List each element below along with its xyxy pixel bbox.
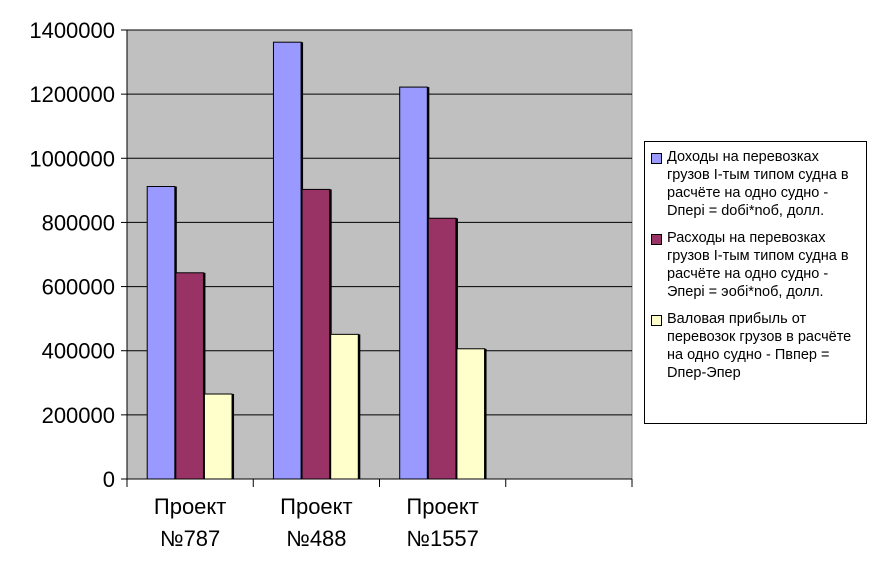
legend-swatch-revenue — [651, 153, 662, 164]
legend-label-expenses: Расходы на перевозках грузов I-тым типом… — [667, 230, 849, 300]
bar-revenue — [146, 186, 176, 480]
bar-gross-profit — [456, 348, 486, 480]
legend-swatch-expenses — [651, 234, 662, 245]
bar-expenses — [427, 217, 457, 480]
bars — [146, 41, 487, 480]
bar-revenue — [399, 86, 428, 480]
legend-swatch-gross-profit — [651, 315, 662, 326]
bar-gross-profit — [203, 393, 233, 480]
y-tick-label: 0 — [103, 467, 115, 492]
bar-gross-profit — [330, 333, 359, 480]
legend-label-revenue: Доходы на перевозках грузов I-тым типом … — [667, 149, 849, 219]
legend-item-expenses: Расходы на перевозках грузов I-тым типом… — [651, 229, 862, 301]
bar-expenses — [301, 188, 331, 480]
y-tick-label: 400000 — [42, 339, 115, 364]
legend: Доходы на перевозках грузов I-тым типом … — [644, 141, 867, 424]
legend-item-revenue: Доходы на перевозках грузов I-тым типом … — [651, 148, 862, 220]
axes — [121, 29, 633, 487]
y-tick-label: 200000 — [42, 403, 115, 428]
y-tick-label: 600000 — [42, 275, 115, 300]
y-tick-label: 1400000 — [29, 18, 115, 43]
bar-expenses — [175, 272, 204, 480]
y-tick-label: 1200000 — [29, 82, 115, 107]
x-category-labels: Проект №787 Проект №488 Проект №1557 — [154, 494, 479, 551]
legend-label-gross-profit: Валовая прибыль от перевозок грузов в ра… — [667, 311, 852, 381]
y-tick-labels: 0 200000 400000 600000 800000 1000000 1200000 1… — [29, 18, 115, 492]
legend-item-gross-profit: Валовая прибыль от перевозок грузов в ра… — [651, 310, 862, 382]
y-tick-label: 800000 — [42, 210, 115, 235]
bar-revenue — [272, 41, 302, 480]
x-category-label: Проект №488 — [280, 494, 352, 551]
x-category-label: Проект №1557 — [406, 494, 479, 551]
x-category-label: Проект №787 — [154, 494, 226, 551]
y-tick-label: 1000000 — [29, 146, 115, 171]
